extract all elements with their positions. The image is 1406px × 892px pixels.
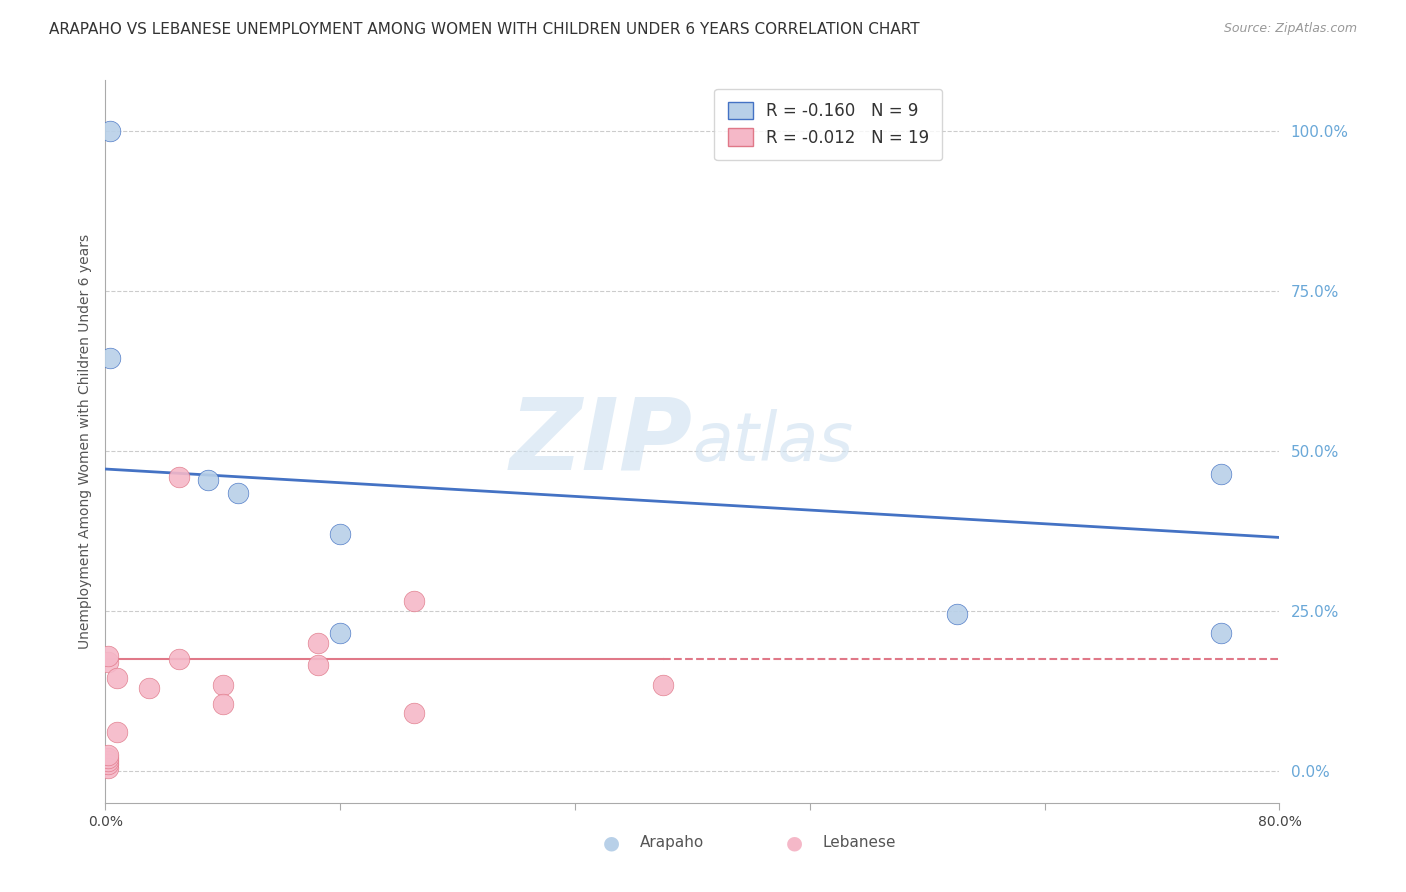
- Point: [329, 527, 352, 541]
- Point: [329, 626, 352, 640]
- Text: ZIP: ZIP: [509, 393, 693, 490]
- Point: [98, 124, 121, 138]
- Point: [97, 757, 120, 772]
- Point: [1209, 467, 1232, 481]
- Point: [197, 473, 219, 487]
- Point: [226, 485, 249, 500]
- Point: [167, 652, 190, 666]
- Point: [97, 751, 120, 765]
- Text: atlas: atlas: [693, 409, 853, 475]
- Point: [402, 706, 425, 721]
- Text: ●: ●: [603, 833, 620, 853]
- Point: [211, 677, 233, 691]
- Point: [652, 677, 675, 691]
- Point: [211, 697, 233, 711]
- Text: Lebanese: Lebanese: [823, 836, 896, 850]
- Text: Arapaho: Arapaho: [640, 836, 704, 850]
- Point: [138, 681, 160, 695]
- Point: [1209, 626, 1232, 640]
- Point: [97, 747, 120, 762]
- Point: [307, 658, 329, 673]
- Text: ●: ●: [786, 833, 803, 853]
- Point: [97, 761, 120, 775]
- Point: [945, 607, 967, 622]
- Text: ARAPAHO VS LEBANESE UNEMPLOYMENT AMONG WOMEN WITH CHILDREN UNDER 6 YEARS CORRELA: ARAPAHO VS LEBANESE UNEMPLOYMENT AMONG W…: [49, 22, 920, 37]
- Point: [98, 351, 121, 366]
- Y-axis label: Unemployment Among Women with Children Under 6 years: Unemployment Among Women with Children U…: [77, 234, 91, 649]
- Point: [402, 594, 425, 608]
- Point: [97, 754, 120, 768]
- Legend: R = -0.160   N = 9, R = -0.012   N = 19: R = -0.160 N = 9, R = -0.012 N = 19: [714, 88, 942, 160]
- Point: [97, 648, 120, 663]
- Point: [97, 655, 120, 669]
- Text: Source: ZipAtlas.com: Source: ZipAtlas.com: [1223, 22, 1357, 36]
- Point: [105, 725, 128, 739]
- Point: [105, 671, 128, 685]
- Point: [167, 469, 190, 483]
- Point: [307, 636, 329, 650]
